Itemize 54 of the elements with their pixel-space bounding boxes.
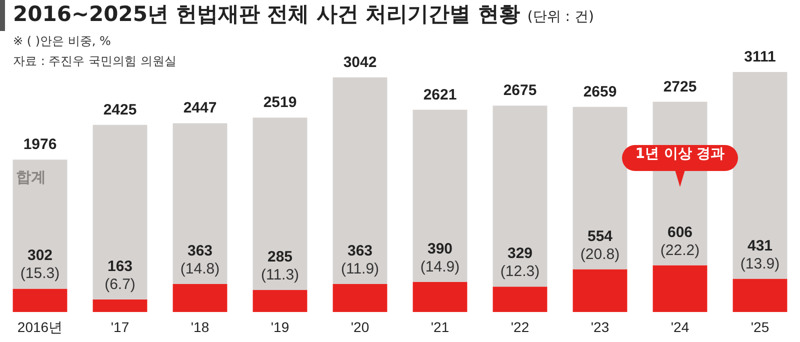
bar [172,284,228,312]
bar [332,77,388,284]
x-tick-label: '19 [270,319,290,335]
bar [732,72,788,279]
chart-title: 2016~2025년 헌법재판 전체 사건 처리기간별 현황 [13,2,520,26]
bar [252,290,308,312]
x-tick-label: '25 [750,319,770,335]
x-tick-label: '18 [190,319,210,335]
total-label: 2425 [103,101,137,118]
bar [92,299,148,312]
x-tick-label: '21 [430,319,450,335]
chart-subtitle: (단위 : 건) [527,9,594,25]
text: ※ ( )안은 비중, % [12,33,112,50]
bar [412,282,468,312]
x-tick-label: '23 [590,319,610,335]
total-label: 2675 [503,82,537,100]
data-label: 554 (20.8) [580,228,620,263]
text: 자료 : 주진우 국민의힘 의원실 [13,54,176,68]
total-label: 1976 [23,136,57,154]
data-label: 363 (14.8) [180,242,220,278]
data-label: 606 (22.2) [660,224,700,259]
series-label: 합계 [16,168,46,186]
total-label: 2447 [183,100,217,117]
data-label: 390 (14.9) [420,240,460,276]
total-label: 2725 [663,78,697,96]
bar [332,284,388,312]
x-tick-label: '22 [510,319,530,335]
bar [492,286,548,312]
data-label: 363 (11.9) [340,242,380,278]
bar [492,106,548,287]
bar [732,278,788,312]
data-label: 285 (11.3) [260,248,300,284]
bar [12,288,68,312]
bar [412,110,468,282]
x-tick-label: '17 [110,319,130,335]
data-label: 302 (15.3) [20,247,60,282]
bar [572,106,628,270]
bar [92,124,148,300]
total-label: 2519 [263,94,297,112]
data-label: 329 (12.3) [500,245,540,280]
data-label: 431 (13.9) [740,237,780,272]
x-tick-label: 2016년 [17,319,63,335]
total-label: 3042 [343,54,377,71]
bar [12,160,68,289]
bar [252,118,308,290]
x-tick-label: '24 [670,319,690,335]
bar [652,265,708,312]
total-label: 2621 [423,86,457,104]
total-label: 2659 [583,83,617,100]
x-tick-label: '20 [350,319,370,335]
bar [572,269,628,312]
total-label: 3111 [744,48,776,66]
bar [172,123,228,284]
data-label: 163 (6.7) [104,258,136,293]
